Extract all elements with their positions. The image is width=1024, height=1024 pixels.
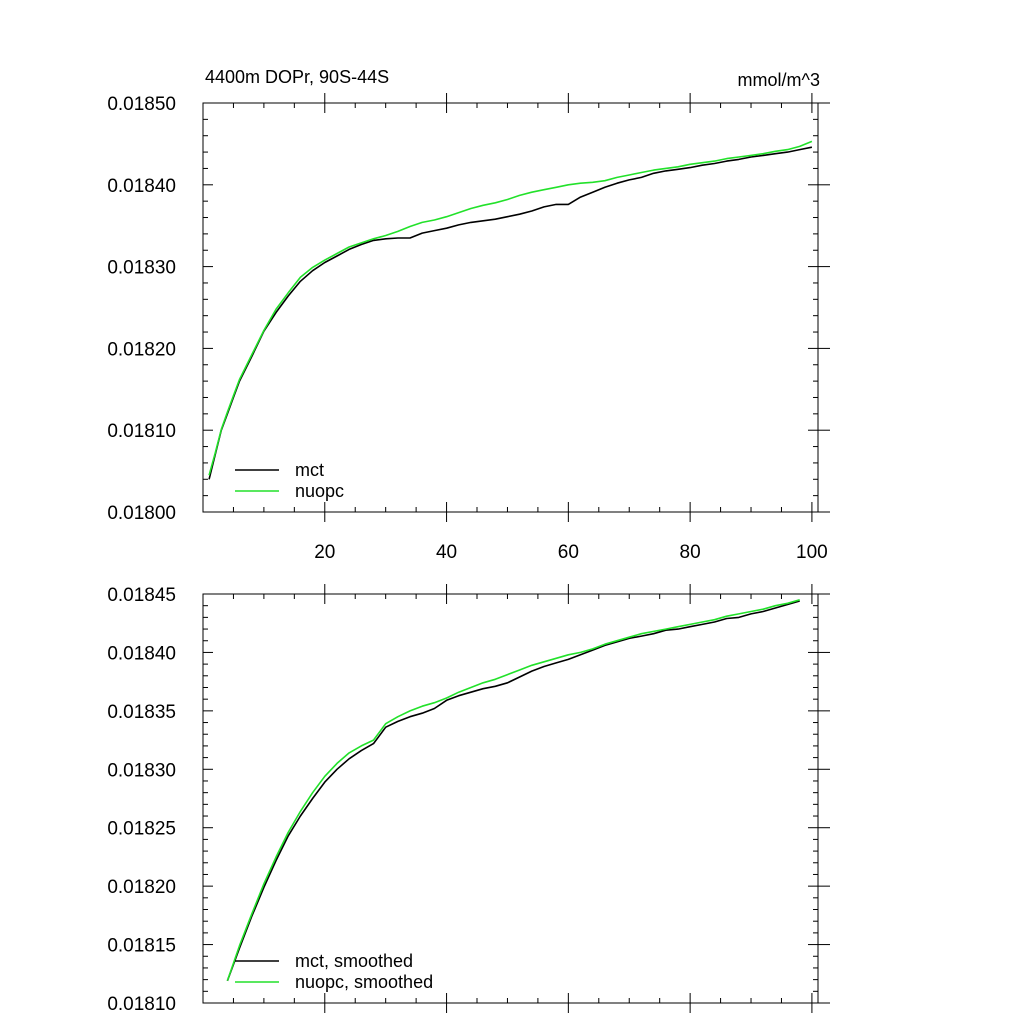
y-tick-label: 0.01850 [107, 94, 176, 115]
y-tick-label: 0.01830 [107, 258, 176, 279]
series-line-nuopc-smoothed [226, 599, 800, 982]
y-tick-label: 0.01820 [107, 339, 176, 360]
series-line-nuopc [208, 140, 813, 476]
legend-label: mct [295, 460, 324, 480]
y-tick-label: 0.01825 [107, 819, 176, 840]
y-tick-label: 0.01835 [107, 702, 176, 723]
units-label: mmol/m^3 [738, 70, 820, 90]
y-tick-label: 0.01800 [107, 503, 176, 524]
y-tick-label: 0.01820 [107, 877, 176, 898]
plot-frame [202, 102, 819, 513]
bottom-chart-panel: 0.01810 0.01815 0.01820 0.01825 0.01830 0.018… [107, 584, 830, 1015]
y-tick-label: 0.01815 [107, 936, 176, 957]
y-tick-label: 0.01810 [107, 421, 176, 442]
x-tick-label: 100 [796, 542, 828, 563]
top-chart-panel: 20 40 60 80 100 0.01800 0.01810 0.01820 0.01830 0… [107, 93, 830, 563]
y-tick-label: 0.01840 [107, 643, 176, 664]
y-tick-label: 0.01845 [107, 585, 176, 606]
x-tick-label: 80 [680, 542, 701, 563]
series-line-mct [208, 146, 813, 480]
series-line-mct-smoothed [226, 600, 800, 982]
plot-frame [202, 593, 819, 1004]
y-tick-label: 0.01840 [107, 176, 176, 197]
legend-label: nuopc, smoothed [295, 972, 433, 992]
y-tick-label: 0.01810 [107, 994, 176, 1015]
plot-title: 4400m DOPr, 90S-44S [205, 67, 389, 87]
legend-label: nuopc [295, 481, 344, 501]
x-tick-label: 40 [436, 542, 457, 563]
x-tick-label: 20 [314, 542, 335, 563]
legend-label: mct, smoothed [295, 951, 413, 971]
x-tick-label: 60 [558, 542, 579, 563]
y-tick-label: 0.01830 [107, 760, 176, 781]
